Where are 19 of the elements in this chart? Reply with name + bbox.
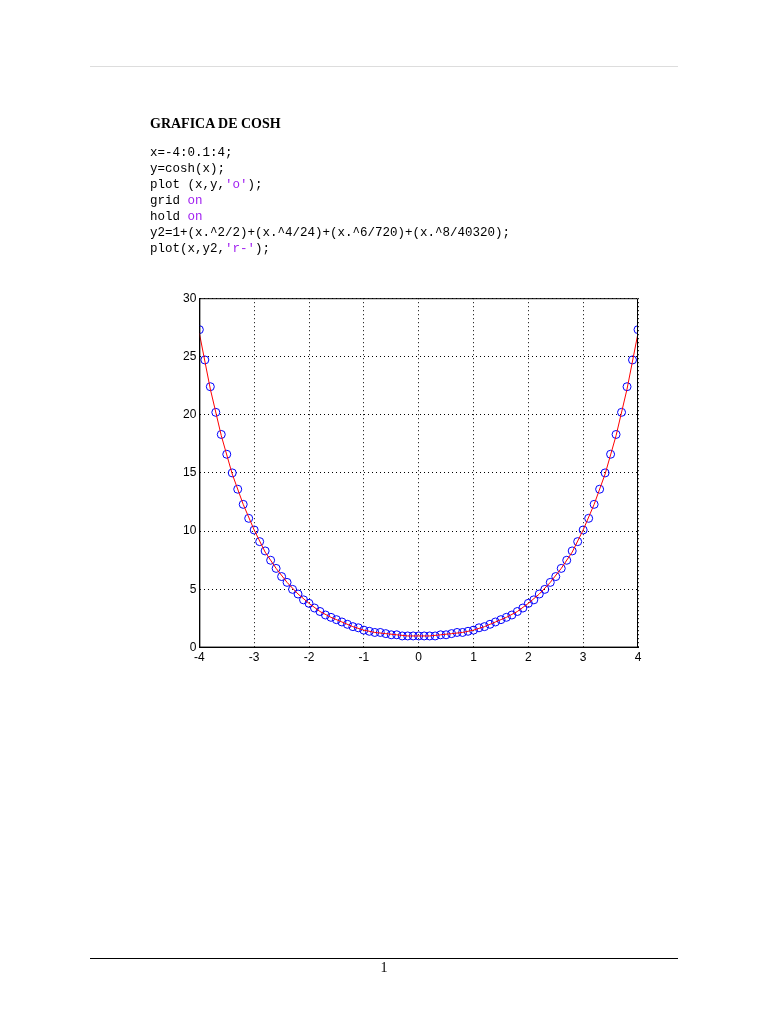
y-tick-label: 10 [182,523,197,538]
y-tick-label: 30 [182,290,197,305]
x-tick-label: 4 [634,650,642,665]
x-tick-label: 3 [579,650,587,665]
x-tick-label: 1 [470,650,478,665]
text: x=-4:0.1:4; y=cosh(x); plot (x,y,'o'); grid on hold on y2=1+(x.^2/2)+(x.^4/24)+(x.^6/720)+(x.^8/40320); plot(x,y2,'r-'); [150,146,511,256]
x-tick-label: 2 [524,650,532,665]
x-tick-label: -1 [358,650,370,665]
y-tick-label: 0 [189,639,197,654]
x-tick-label: 0 [415,650,423,665]
x-tick-label: -4 [194,650,206,665]
y-tick-label: 5 [189,581,197,596]
y-tick-label: 20 [182,406,197,421]
text: 1 [379,960,389,976]
x-tick-label: -3 [248,650,260,665]
chart-title: GRAFICA DE COSH [150,116,281,132]
y-tick-label: 15 [182,465,197,480]
y-tick-label: 25 [182,348,197,363]
x-tick-label: -2 [303,650,315,665]
